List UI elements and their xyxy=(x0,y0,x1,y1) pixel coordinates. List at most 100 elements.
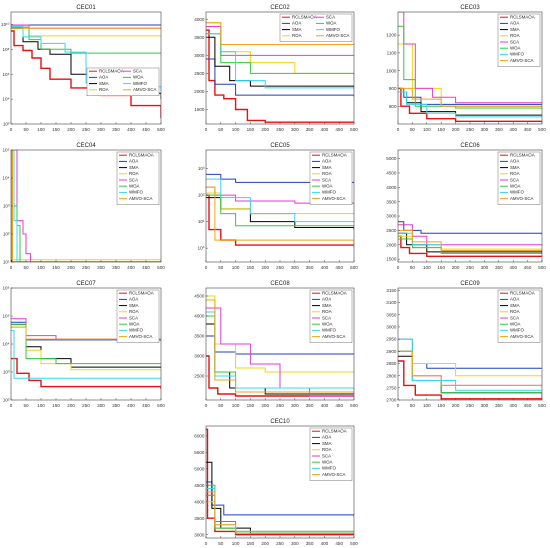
legend-entry: SCA xyxy=(322,315,331,320)
series-line-sma xyxy=(398,355,542,398)
y-tick-label: 10² xyxy=(3,398,10,403)
y-tick-label: 10⁴ xyxy=(2,97,9,102)
series-line-roa xyxy=(398,338,542,379)
legend-entry: SMA xyxy=(322,303,332,308)
legend-entry: SMA xyxy=(322,441,332,446)
x-tick-label: 500 xyxy=(538,127,546,132)
legend-entry: AMVO-SCA xyxy=(322,334,345,339)
x-tick-label: 400 xyxy=(509,403,517,408)
y-tick-label: 3000 xyxy=(194,354,205,359)
x-tick-label: 150 xyxy=(437,265,445,270)
x-tick-label: 200 xyxy=(67,127,75,132)
chart-title: CEC10 xyxy=(270,419,290,425)
x-tick-label: 300 xyxy=(291,403,299,408)
legend-entry: AOA xyxy=(510,297,519,302)
x-tick-label: 400 xyxy=(127,127,135,132)
legend-entry: WOA xyxy=(510,322,521,327)
y-tick-label: 10⁰ xyxy=(198,246,205,251)
y-tick-label: 10² xyxy=(3,122,10,127)
y-tick-label: 10⁴ xyxy=(2,342,9,347)
legend-entry: WMFO xyxy=(129,328,143,333)
x-tick-label: 50 xyxy=(23,127,29,132)
y-tick-label: 2000 xyxy=(194,89,205,94)
legend-entry: WOA xyxy=(129,184,140,189)
legend-entry: WMFO xyxy=(322,190,336,195)
x-tick-label: 450 xyxy=(335,403,343,408)
y-tick-label: 3500 xyxy=(194,35,205,40)
y-tick-label: 2500 xyxy=(194,71,205,76)
legend-entry: AOA xyxy=(322,159,331,164)
series-line-rclsmaoa xyxy=(398,360,542,400)
chart-title: CEC03 xyxy=(460,5,480,11)
x-tick-label: 450 xyxy=(335,265,343,270)
x-tick-label: 250 xyxy=(82,265,90,270)
legend-entry: AMVO-SCA xyxy=(510,334,533,339)
legend-entry: RCLSMAOA xyxy=(129,153,154,158)
legend-entry: WMFO xyxy=(510,328,524,333)
legend-entry: AOA xyxy=(510,21,519,26)
x-tick-label: 400 xyxy=(509,265,517,270)
legend-entry: SCA xyxy=(129,315,138,320)
y-tick-label: 1500 xyxy=(194,107,205,112)
series-line-aoa xyxy=(206,58,354,97)
y-tick-label: 4500 xyxy=(386,171,397,176)
x-tick-label: 0 xyxy=(205,403,208,408)
chart-title: CEC08 xyxy=(270,281,290,287)
legend-entry: SCA xyxy=(322,177,331,182)
legend-entry: RCLSMAOA xyxy=(322,291,347,296)
y-tick-label: 10³ xyxy=(3,370,10,375)
legend-entry: SCA xyxy=(510,177,519,182)
legend-entry: SMA xyxy=(322,165,332,170)
x-tick-label: 100 xyxy=(37,127,45,132)
y-tick-label: 10⁶ xyxy=(2,72,9,77)
x-tick-label: 500 xyxy=(157,127,165,132)
series-line-woa xyxy=(398,350,542,396)
y-tick-label: 2850 xyxy=(386,361,397,366)
x-tick-label: 150 xyxy=(247,403,255,408)
legend-entry: SCA xyxy=(510,39,519,44)
x-tick-label: 400 xyxy=(127,265,135,270)
x-tick-label: 500 xyxy=(350,403,358,408)
legend-entry: ROA xyxy=(510,309,520,314)
series-line-rclsmaoa xyxy=(11,357,161,389)
legend-entry: AMVO-SCA xyxy=(510,58,533,63)
legend-entry: AMVO-SCA xyxy=(322,196,345,201)
legend-entry: ROA xyxy=(510,171,520,176)
x-tick-label: 100 xyxy=(232,403,240,408)
x-tick-label: 0 xyxy=(10,127,13,132)
y-tick-label: 10² xyxy=(3,232,10,237)
x-tick-label: 300 xyxy=(97,127,105,132)
x-tick-label: 350 xyxy=(306,265,314,270)
y-tick-label: 800 xyxy=(389,104,397,109)
legend-entry: SCA xyxy=(322,453,331,458)
y-tick-label: 10¹ xyxy=(3,260,10,265)
chart-title: CEC04 xyxy=(76,143,96,149)
legend-entry: AMVO-SCA xyxy=(326,33,349,38)
series-line-roa xyxy=(11,150,161,262)
legend-entry: WMFO xyxy=(326,27,340,32)
x-tick-label: 100 xyxy=(423,403,431,408)
y-tick-label: 10⁴ xyxy=(2,176,9,181)
series-line-amvo-sca xyxy=(11,27,161,30)
chart-panel-cec08: CEC08 0 50 100 150 200 250 300 350 400 450 500 4500 4… xyxy=(194,281,358,408)
y-tick-label: 3500 xyxy=(386,199,397,204)
series-line-wmfo xyxy=(11,150,161,262)
x-tick-label: 250 xyxy=(82,127,90,132)
x-tick-label: 300 xyxy=(291,127,299,132)
x-tick-label: 450 xyxy=(142,265,150,270)
x-tick-label: 350 xyxy=(112,403,120,408)
legend-entry: RCLSMAOA xyxy=(510,153,535,158)
x-tick-label: 350 xyxy=(112,265,120,270)
y-tick-label: 4000 xyxy=(194,17,205,22)
legend-entry: ROA xyxy=(510,33,520,38)
series-line-amvo-sca xyxy=(206,22,354,45)
x-tick-label: 250 xyxy=(466,403,474,408)
x-tick-label: 250 xyxy=(276,127,284,132)
series-line-sca xyxy=(11,150,161,262)
chart-panel-cec01: CEC01 0 50 100 150 200 250 300 350 400 450 500 10¹⁰ 1… xyxy=(1,5,165,132)
